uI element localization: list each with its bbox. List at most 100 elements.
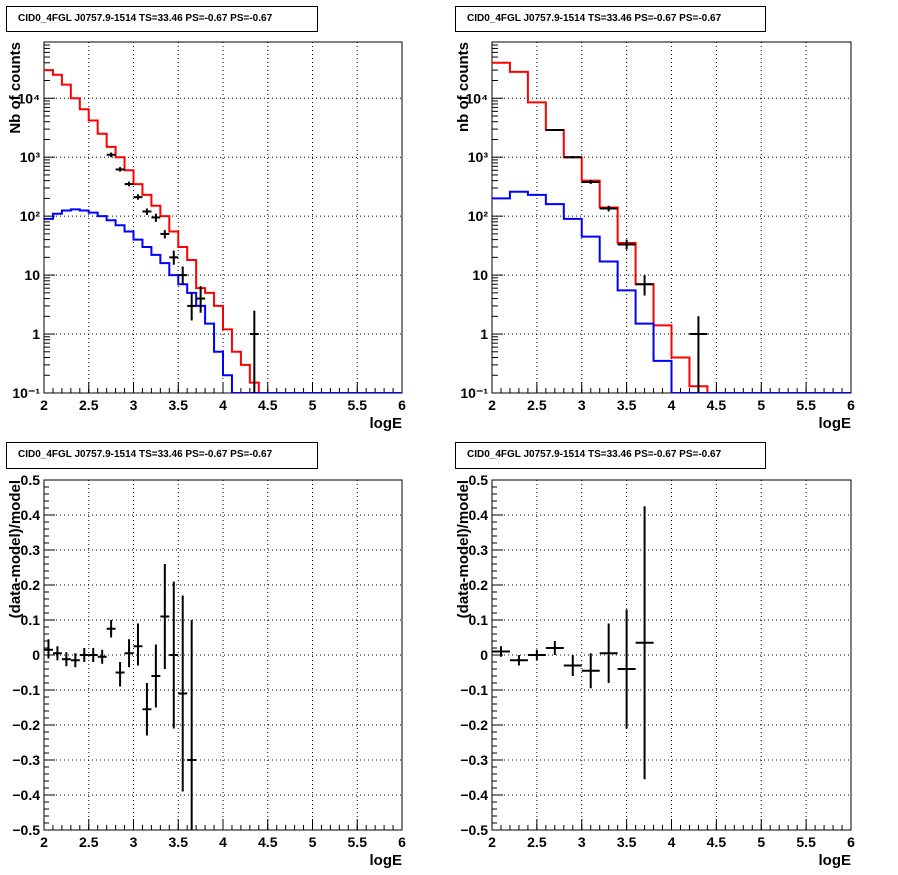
residual-point xyxy=(79,648,89,662)
x-tick-label: 4.5 xyxy=(707,397,727,413)
y-tick-label: 0.2 xyxy=(469,577,489,593)
y-tick-label: 10² xyxy=(468,208,489,224)
model-component-histogram xyxy=(492,190,851,393)
y-tick-label: 0.5 xyxy=(469,472,489,488)
y-tick-label: 0.1 xyxy=(21,612,41,628)
y-axis-label: Nb of counts xyxy=(7,42,24,134)
y-tick-label: −0.2 xyxy=(460,717,488,733)
x-axis-label: logE xyxy=(819,852,852,869)
x-tick-label: 3.5 xyxy=(617,834,637,850)
y-tick-label: 0 xyxy=(480,647,488,663)
y-tick-label: 1 xyxy=(32,326,40,342)
y-tick-label: 10 xyxy=(24,267,40,283)
y-tick-label: 0.3 xyxy=(21,542,41,558)
residual-point xyxy=(581,653,600,689)
y-tick-label: −0.3 xyxy=(460,752,488,768)
model-total-histogram xyxy=(44,69,402,393)
y-tick-label: 0.4 xyxy=(469,507,489,523)
residual-point xyxy=(545,641,564,655)
y-tick-label: −0.2 xyxy=(12,717,40,733)
x-tick-label: 2.5 xyxy=(527,397,547,413)
residual-point xyxy=(187,620,197,830)
data-point xyxy=(635,275,654,296)
x-axis-label: logE xyxy=(370,852,403,869)
data-point xyxy=(115,167,125,172)
x-tick-label: 3.5 xyxy=(169,834,189,850)
residual-point xyxy=(509,655,528,666)
residual-point xyxy=(599,623,618,683)
data-point xyxy=(106,152,116,158)
chart-svg: 2 2.5 3 3.5 4 4.5 5 5.5 6 10⁻¹ 1 10 10² 10³ 10⁴ logE Nb … xyxy=(7,41,406,432)
data-point xyxy=(599,205,618,212)
data-point xyxy=(617,239,636,250)
residual-point xyxy=(563,655,582,676)
x-tick-label: 3 xyxy=(578,397,586,413)
y-tick-label: 0.1 xyxy=(469,612,489,628)
x-tick-label: 5 xyxy=(757,834,765,850)
residual-point xyxy=(635,506,654,780)
y-tick-label: −0.5 xyxy=(12,822,40,838)
residual-point xyxy=(492,646,510,657)
chart-title: CID0_4FGL J0757.9-1514 TS=33.46 PS=-0.67… xyxy=(6,442,318,469)
chart-panel-top-left: CID0_4FGL J0757.9-1514 TS=33.46 PS=-0.67… xyxy=(0,0,449,437)
y-tick-label: −0.3 xyxy=(12,752,40,768)
residual-point xyxy=(61,652,71,667)
residual-point xyxy=(70,653,80,668)
data-point xyxy=(187,292,197,321)
data-point xyxy=(160,230,170,239)
y-axis-label: nb of counts xyxy=(455,42,472,132)
x-tick-label: 2.5 xyxy=(527,834,547,850)
data-point xyxy=(142,208,152,215)
residual-point xyxy=(52,646,62,661)
y-tick-label: 10² xyxy=(20,208,41,224)
y-tick-label: 10⁻¹ xyxy=(12,385,40,401)
x-tick-label: 5.5 xyxy=(796,397,816,413)
residual-point xyxy=(151,644,161,708)
residual-point xyxy=(124,639,134,668)
model-component-histogram xyxy=(44,208,402,393)
residual-point xyxy=(160,564,170,669)
chart-svg: 2 2.5 3 3.5 4 4.5 5 5.5 6 −0.5 −0.4 −0.3 −0.2 −0.1 0 0.… xyxy=(455,472,855,869)
x-tick-label: 2 xyxy=(40,834,48,850)
y-tick-label: 10 xyxy=(472,267,488,283)
x-tick-label: 4.5 xyxy=(258,834,278,850)
data-point xyxy=(249,310,259,393)
x-tick-label: 2.5 xyxy=(79,834,99,850)
x-tick-label: 3 xyxy=(578,834,586,850)
data-point xyxy=(545,128,564,131)
residual-point xyxy=(617,609,636,729)
data-point xyxy=(124,181,134,187)
residual-point xyxy=(527,649,546,661)
x-tick-label: 6 xyxy=(847,834,855,850)
x-tick-label: 4 xyxy=(219,834,227,850)
x-tick-label: 6 xyxy=(398,834,406,850)
y-tick-label: −0.4 xyxy=(460,787,488,803)
residual-point xyxy=(142,683,152,736)
y-tick-label: 10⁻¹ xyxy=(460,385,488,401)
x-tick-label: 5.5 xyxy=(348,397,368,413)
x-tick-label: 3.5 xyxy=(617,397,637,413)
x-tick-label: 6 xyxy=(398,397,406,413)
y-tick-label: 0.4 xyxy=(21,507,41,523)
y-tick-label: 10⁴ xyxy=(18,90,41,106)
y-tick-label: 10³ xyxy=(20,149,41,165)
x-tick-label: 2.5 xyxy=(79,397,99,413)
x-tick-label: 5.5 xyxy=(796,834,816,850)
x-tick-label: 2 xyxy=(40,397,48,413)
model-total-histogram xyxy=(492,61,851,393)
residual-point xyxy=(133,623,143,666)
y-tick-label: 10⁴ xyxy=(466,90,489,106)
residual-point xyxy=(178,595,188,792)
y-tick-label: −0.5 xyxy=(460,822,488,838)
y-tick-label: 10³ xyxy=(468,149,489,165)
y-tick-label: 0.2 xyxy=(21,577,41,593)
x-tick-label: 5 xyxy=(757,397,765,413)
data-point xyxy=(133,194,143,200)
y-tick-label: 0.3 xyxy=(469,542,489,558)
x-tick-label: 4.5 xyxy=(258,397,278,413)
residual-point xyxy=(97,649,107,664)
chart-title: CID0_4FGL J0757.9-1514 TS=33.46 PS=-0.67… xyxy=(455,442,766,469)
x-tick-label: 2 xyxy=(488,397,496,413)
x-tick-label: 4 xyxy=(668,397,676,413)
chart-title: CID0_4FGL J0757.9-1514 TS=33.46 PS=-0.67… xyxy=(455,6,766,32)
